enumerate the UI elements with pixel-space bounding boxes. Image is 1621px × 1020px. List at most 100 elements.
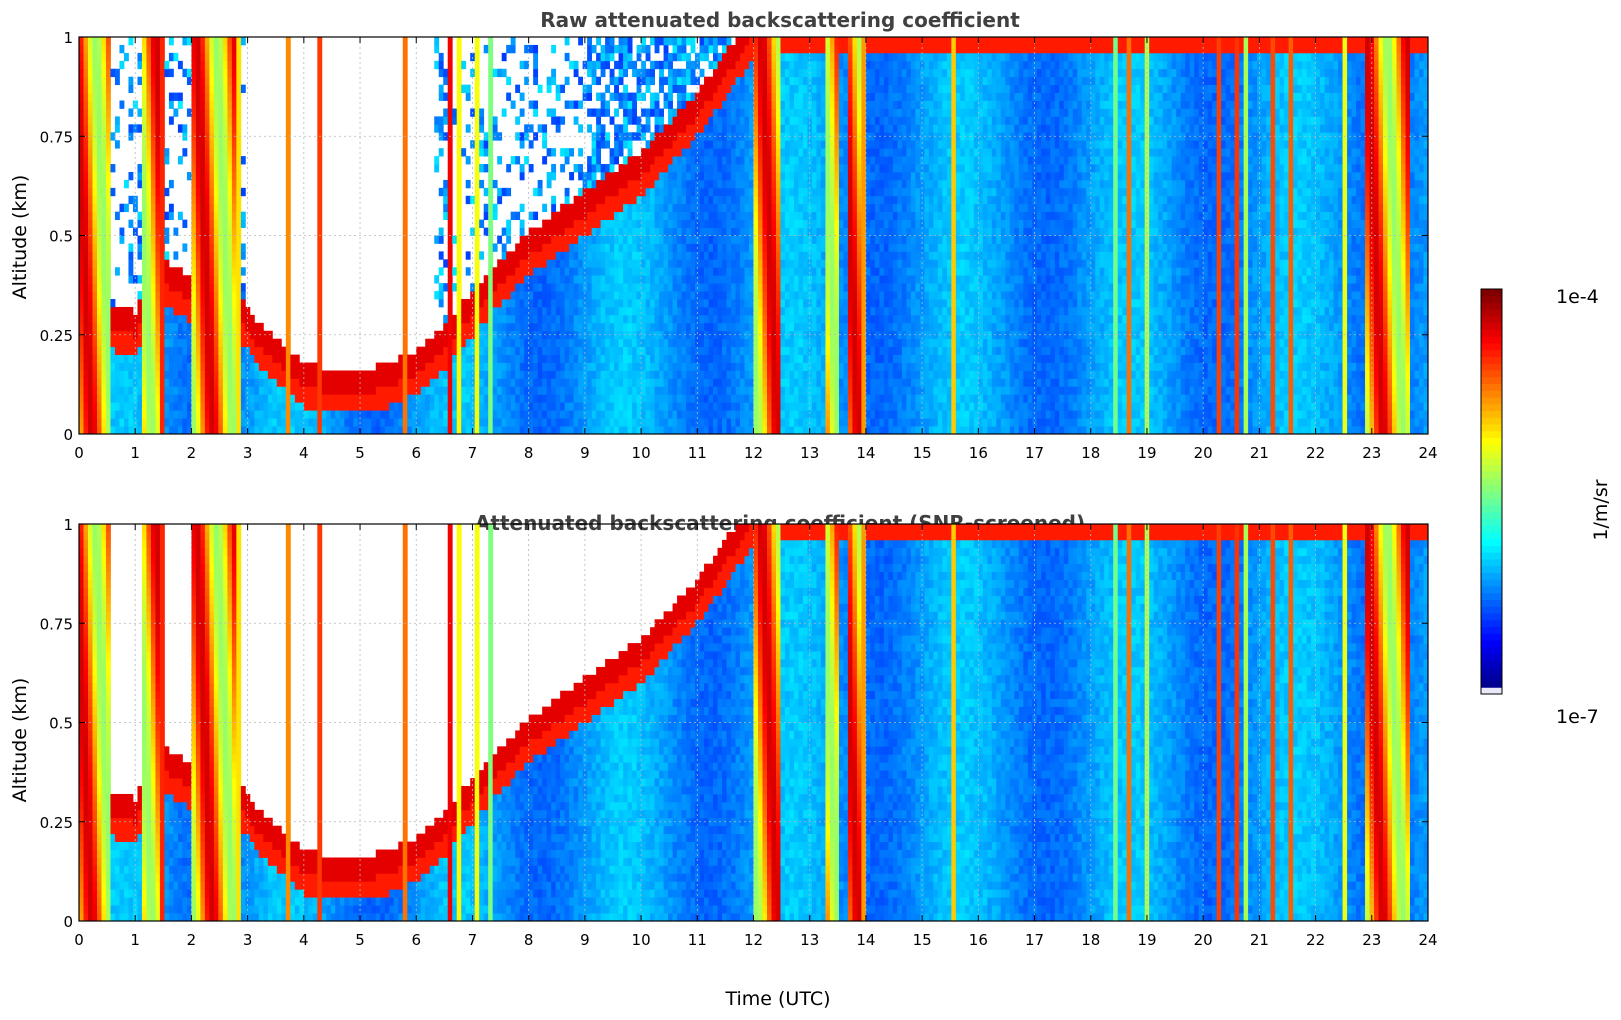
- heatmap-cell: [317, 251, 323, 260]
- heatmap-cell: [407, 370, 413, 379]
- heatmap-cell: [605, 402, 611, 411]
- heatmap-cell: [123, 346, 129, 355]
- heatmap-cell: [600, 211, 606, 221]
- heatmap-cell: [735, 251, 741, 260]
- heatmap-cell: [222, 140, 228, 149]
- heatmap-cell: [236, 164, 242, 173]
- heatmap-cell: [753, 267, 759, 276]
- heatmap-cell: [528, 164, 534, 173]
- heatmap-cell: [159, 92, 165, 101]
- heatmap-cell: [699, 124, 705, 133]
- heatmap-cell: [551, 235, 557, 244]
- heatmap-cell: [618, 44, 624, 54]
- heatmap-cell: [605, 346, 611, 355]
- heatmap-cell: [659, 322, 664, 332]
- heatmap-cell: [276, 394, 282, 403]
- heatmap-cell: [488, 370, 494, 379]
- heatmap-cell: [213, 354, 219, 363]
- heatmap-cell: [236, 322, 242, 332]
- heatmap-cell: [474, 354, 480, 363]
- heatmap-cell: [726, 227, 732, 236]
- heatmap-cell: [614, 306, 619, 316]
- heatmap-cell: [227, 267, 233, 276]
- heatmap-cell: [542, 203, 548, 213]
- heatmap-cell: [150, 386, 156, 395]
- heatmap-cell: [200, 124, 206, 133]
- heatmap-cell: [200, 306, 206, 316]
- heatmap-cell: [533, 259, 539, 268]
- heatmap-cell: [497, 299, 503, 308]
- heatmap-cell: [600, 243, 606, 252]
- heatmap-cell: [479, 354, 485, 363]
- heatmap-cell: [155, 338, 161, 348]
- heatmap-cell: [150, 124, 156, 133]
- heatmap-cell: [272, 394, 278, 403]
- heatmap-cell: [204, 243, 210, 252]
- heatmap-cell: [218, 84, 224, 93]
- heatmap-cell: [285, 275, 291, 284]
- heatmap-cell: [650, 251, 655, 260]
- heatmap-cell: [573, 164, 579, 173]
- heatmap-cell: [555, 267, 561, 276]
- heatmap-cell: [92, 418, 98, 427]
- heatmap-cell: [105, 203, 111, 213]
- heatmap-cell: [452, 386, 458, 395]
- heatmap-cell: [722, 60, 727, 70]
- heatmap-cell: [533, 44, 539, 54]
- heatmap-cell: [110, 402, 116, 411]
- heatmap-cell: [213, 227, 219, 236]
- heatmap-cell: [542, 314, 548, 324]
- heatmap-cell: [632, 386, 637, 395]
- heatmap-cell: [587, 179, 593, 189]
- heatmap-cell: [150, 37, 156, 46]
- heatmap-cell: [510, 291, 516, 300]
- heatmap-cell: [515, 156, 521, 165]
- heatmap-cell: [632, 92, 637, 101]
- heatmap-cell: [722, 37, 727, 46]
- heatmap-cell: [79, 299, 84, 308]
- heatmap-cell: [96, 346, 102, 355]
- heatmap-cell: [573, 60, 579, 70]
- heatmap-cell: [582, 211, 588, 221]
- heatmap-cell: [569, 299, 575, 308]
- heatmap-cell: [704, 171, 709, 181]
- heatmap-cell: [389, 370, 395, 379]
- heatmap-cell: [753, 378, 759, 387]
- heatmap-cell: [479, 378, 485, 387]
- heatmap-cell: [636, 322, 642, 332]
- heatmap-cell: [474, 259, 480, 268]
- heatmap-cell: [744, 283, 750, 292]
- heatmap-cell: [551, 108, 557, 117]
- heatmap-cell: [155, 267, 161, 276]
- heatmap-cell: [231, 116, 237, 125]
- heatmap-cell: [726, 330, 732, 340]
- heatmap-cell: [596, 299, 602, 308]
- heatmap-cell: [222, 84, 228, 93]
- heatmap-cell: [623, 362, 628, 371]
- heatmap-cell: [686, 354, 691, 363]
- heatmap-cell: [317, 394, 323, 403]
- heatmap-cell: [474, 164, 480, 173]
- heatmap-cell: [551, 203, 557, 213]
- heatmap-cell: [722, 394, 727, 403]
- heatmap-cell: [587, 52, 593, 62]
- heatmap-cell: [618, 322, 624, 332]
- heatmap-cell: [528, 346, 534, 355]
- heatmap-cell: [578, 227, 584, 236]
- heatmap-cell: [150, 410, 156, 419]
- heatmap-cell: [155, 426, 161, 435]
- heatmap-cell: [267, 402, 273, 411]
- heatmap-cell: [79, 187, 84, 197]
- heatmap-cell: [128, 426, 134, 435]
- heatmap-cell: [137, 219, 143, 228]
- heatmap-cell: [587, 394, 593, 403]
- heatmap-cell: [87, 171, 93, 181]
- heatmap-cell: [713, 283, 718, 292]
- heatmap-cell: [591, 219, 597, 228]
- heatmap-cell: [740, 251, 745, 260]
- heatmap-cell: [114, 68, 120, 78]
- heatmap-cell: [456, 148, 462, 157]
- heatmap-cell: [560, 251, 566, 260]
- heatmap-cell: [339, 378, 345, 387]
- heatmap-cell: [519, 370, 525, 379]
